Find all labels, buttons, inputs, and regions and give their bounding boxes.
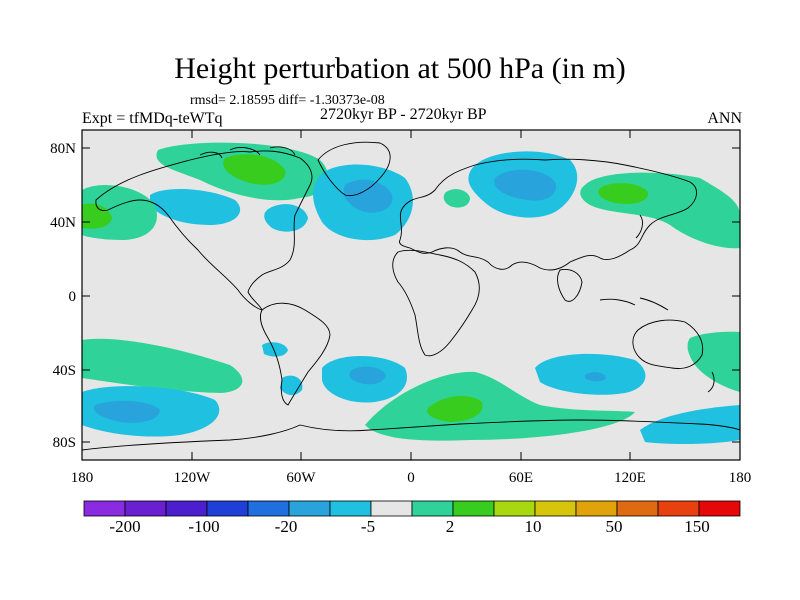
coast-eurasia (399, 158, 697, 271)
colorbar-swatch (165, 500, 208, 517)
coastlines (82, 141, 740, 451)
colorbar-label: -100 (188, 517, 220, 536)
colorbar-swatch (206, 500, 249, 517)
coast-south-america (259, 302, 331, 406)
colorbar-swatch (83, 500, 126, 517)
coast-india (557, 269, 583, 302)
y-tick-label: 80S (53, 435, 76, 451)
colorbar-swatch (452, 500, 495, 517)
contour-green-s-pacific-west (82, 338, 243, 393)
coast-indonesia (599, 297, 669, 311)
coast-new-zealand (707, 371, 715, 393)
colorbar-swatch (575, 500, 618, 517)
colorbar-swatch (534, 500, 577, 517)
colorbar-swatch (411, 500, 454, 517)
experiment-label: Expt = tfMDq-teWTq (82, 110, 223, 127)
contour-green-australia-east (687, 331, 740, 392)
colorbar-label: 10 (524, 517, 542, 536)
colorbar-swatch (616, 500, 659, 517)
contour-blue-s-atlantic (349, 366, 386, 385)
colorbar-label: 150 (684, 517, 710, 536)
x-tick-labels: 180 120W 60W 0 60E 120E 180 (71, 470, 752, 486)
contour-blue-n-atlantic (343, 179, 393, 213)
x-tick-label: 0 (407, 470, 415, 486)
coast-greenland (317, 141, 391, 197)
colorbar-swatch (657, 500, 700, 517)
contour-green-s-indian (365, 371, 635, 441)
contour-blue-s-indian (585, 372, 606, 382)
map-panel (82, 130, 740, 460)
colorbar-label: -20 (274, 517, 298, 536)
y-tick-label: 0 (69, 289, 77, 305)
map-title: Height perturbation at 500 hPa (in m) (174, 52, 626, 85)
colorbar (83, 500, 741, 517)
contour-green-east-asia-core (598, 183, 649, 204)
coast-antarctica (82, 419, 740, 451)
x-tick-label: 60E (509, 470, 533, 486)
y-tick-label: 80N (50, 141, 76, 157)
x-tick-label: 60W (286, 470, 316, 486)
y-tick-labels: 80N 40N 0 40S 80S (50, 141, 76, 451)
x-tick-label: 120W (174, 470, 212, 486)
contour-fills (82, 142, 740, 445)
contour-green-canada-core (223, 154, 286, 185)
y-tick-label: 40S (53, 363, 76, 379)
x-axis (81, 130, 741, 460)
y-axis (82, 147, 740, 443)
period-label: 2720kyr BP - 2720kyr BP (320, 106, 487, 123)
coast-japan (635, 214, 643, 239)
contour-cyan-s-pacific-east (640, 405, 740, 445)
contour-blue-siberia (494, 169, 556, 201)
coast-arctic-islands (199, 146, 296, 159)
coast-africa (392, 249, 480, 357)
colorbar-label: -5 (360, 517, 376, 536)
colorbar-swatch (124, 500, 167, 517)
coast-australia (632, 319, 704, 369)
stats-line: rmsd= 2.18595 diff= -1.30373e-08 (190, 93, 385, 108)
contour-cyan-n-pacific-west (150, 188, 241, 225)
x-tick-label: 180 (71, 470, 94, 486)
colorbar-swatch (288, 500, 331, 517)
contour-blue-s-pacific (93, 400, 160, 423)
colorbar-swatch (698, 500, 741, 517)
colorbar-swatch (493, 500, 536, 517)
colorbar-swatch (247, 500, 290, 517)
colorbar-swatch (370, 500, 413, 517)
colorbar-label: 2 (445, 517, 455, 536)
colorbar-label: 50 (605, 517, 623, 536)
colorbar-swatch (329, 500, 372, 517)
x-tick-label: 120E (614, 470, 646, 486)
contour-cyan-argentina (262, 342, 288, 357)
contour-green-s-indian-core (427, 396, 483, 422)
coast-north-america (95, 150, 313, 311)
season-label: ANN (707, 110, 742, 127)
colorbar-label: -200 (109, 517, 141, 536)
x-tick-label: 180 (729, 470, 752, 486)
contour-green-asia-small (443, 189, 470, 208)
y-tick-label: 40N (50, 215, 76, 231)
